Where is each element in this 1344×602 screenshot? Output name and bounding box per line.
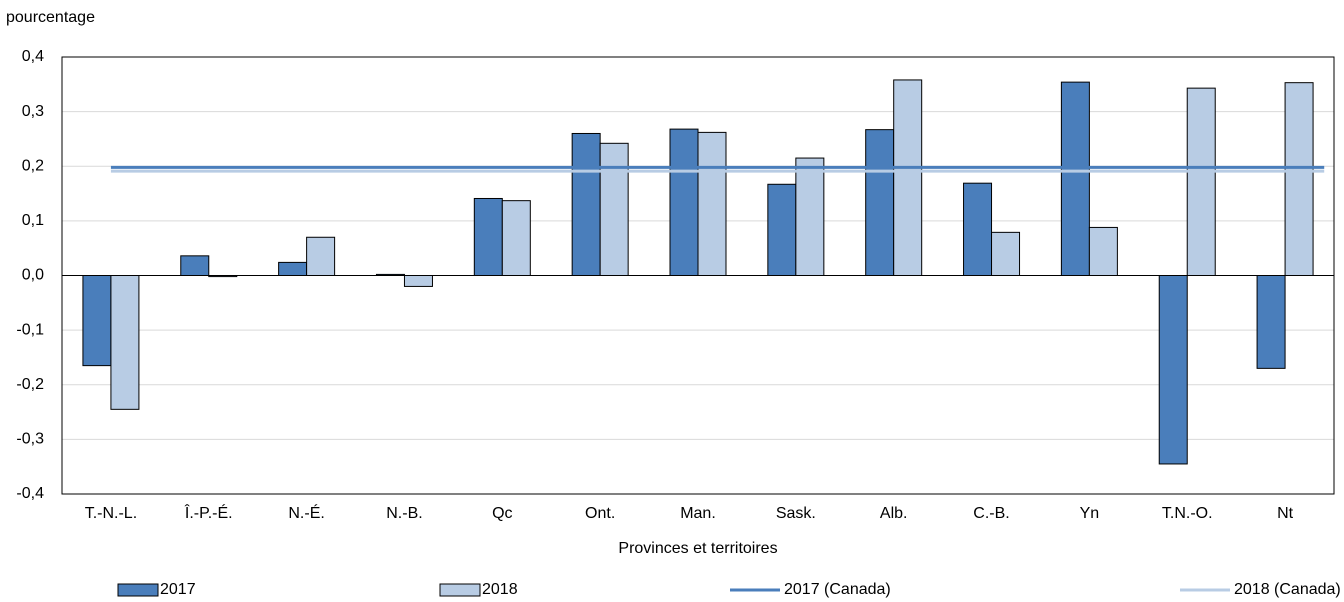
- x-tick-label: Î.-P.-É.: [184, 503, 233, 522]
- y-tick-label: 0,3: [22, 103, 44, 120]
- bar: [403, 275, 433, 287]
- bar: [306, 236, 336, 276]
- bar: [669, 128, 699, 276]
- bar: [180, 255, 210, 277]
- bar: [1186, 87, 1216, 277]
- x-tick-label: C.-B.: [973, 505, 1009, 522]
- bar: [1088, 226, 1118, 276]
- bar: [697, 131, 727, 276]
- x-axis-label: Provinces et territoires: [618, 540, 777, 557]
- bar: [599, 142, 629, 276]
- bar: [963, 182, 993, 276]
- legend-swatch: [439, 583, 481, 597]
- y-tick-label: 0,2: [22, 157, 44, 174]
- y-tick-label: -0,1: [16, 321, 44, 338]
- bar: [795, 157, 825, 276]
- x-tick-label: Nt: [1277, 505, 1294, 522]
- x-tick-label: Ont.: [585, 505, 615, 522]
- legend-swatch: [117, 583, 159, 597]
- legend-label: 2018 (Canada): [1234, 581, 1341, 598]
- x-tick-label: Qc: [492, 505, 512, 522]
- y-axis-label: pourcentage: [6, 9, 95, 26]
- y-tick-label: 0,0: [22, 267, 44, 284]
- bar: [473, 197, 503, 276]
- bar: [767, 183, 797, 276]
- bar: [893, 79, 923, 276]
- y-tick-label: -0,3: [16, 431, 44, 448]
- bar: [865, 129, 895, 276]
- legend-label: 2017: [160, 581, 196, 598]
- bar: [991, 231, 1021, 277]
- bar: [110, 275, 140, 410]
- legend-label: 2018: [482, 581, 518, 598]
- bar: [278, 261, 308, 277]
- bar: [1284, 82, 1314, 276]
- bar: [1158, 275, 1188, 465]
- y-tick-label: 0,4: [22, 48, 44, 65]
- x-tick-label: Man.: [680, 505, 716, 522]
- bar: [1060, 81, 1090, 276]
- bar: [571, 132, 601, 276]
- legend-label: 2017 (Canada): [784, 581, 891, 598]
- bar: [1256, 275, 1286, 369]
- x-tick-label: N.-É.: [288, 503, 324, 522]
- x-tick-label: T.N.-O.: [1162, 505, 1213, 522]
- x-tick-label: Sask.: [776, 505, 816, 522]
- y-tick-label: 0,1: [22, 212, 44, 229]
- y-tick-label: -0,2: [16, 376, 44, 393]
- y-tick-label: -0,4: [16, 485, 44, 502]
- x-tick-label: N.-B.: [386, 505, 422, 522]
- bar: [501, 200, 531, 277]
- bar: [82, 275, 112, 367]
- x-tick-label: Alb.: [880, 505, 908, 522]
- x-tick-label: Yn: [1080, 505, 1100, 522]
- x-tick-label: T.-N.-L.: [85, 505, 137, 522]
